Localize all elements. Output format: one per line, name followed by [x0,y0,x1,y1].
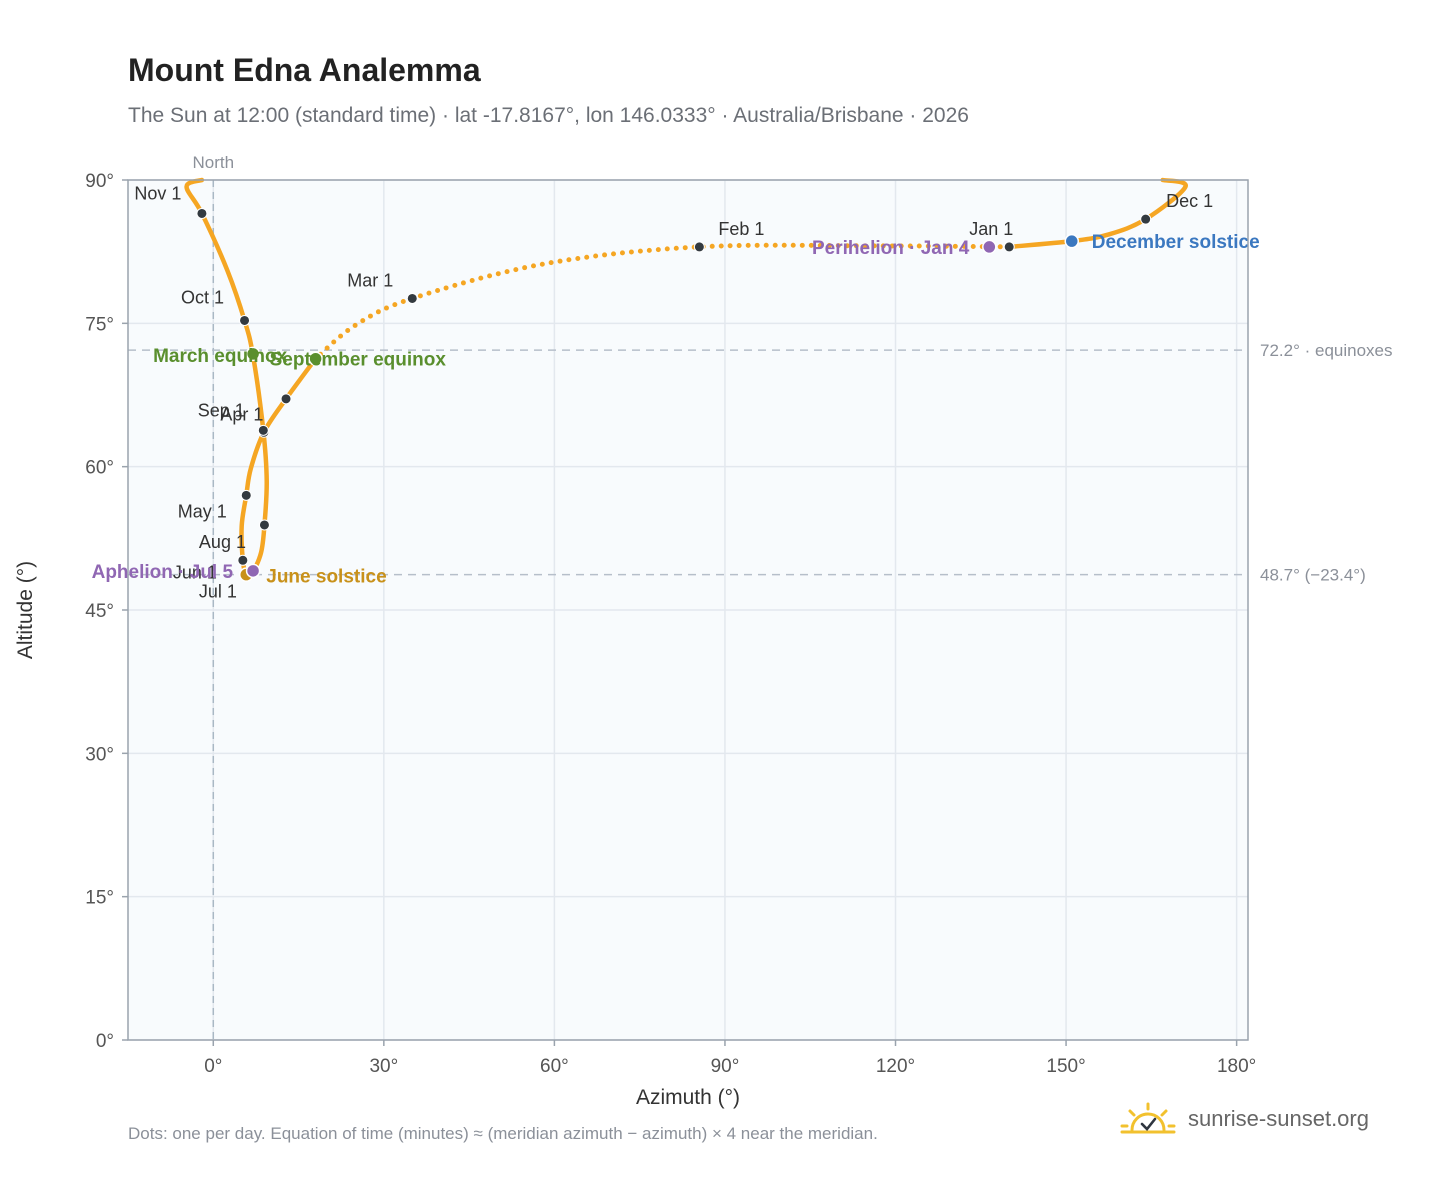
event-label: Perihelion · Jan 4 [812,238,970,259]
month-marker-label: Nov 1 [134,183,181,203]
month-marker-label: Jan 1 [969,219,1013,239]
x-tick-label: 0° [204,1056,222,1077]
x-tick-label: 90° [711,1056,740,1077]
event-label: December solstice [1092,232,1260,253]
axis-ticks: 0° 30° 60° 90° 120° 150° 180° 0° 15° 30° 45° 60° 75°… [85,171,1256,1077]
brand[interactable]: sunrise-sunset.org [1118,1102,1369,1136]
month-marker [406,292,418,304]
event-label: Aphelion · Jul 5 [92,562,234,583]
x-tick-label: 30° [369,1056,398,1077]
event-marker [982,239,997,255]
y-tick-label: 15° [85,888,114,909]
x-tick-label: 150° [1046,1056,1085,1077]
month-marker-label: May 1 [178,501,227,521]
month-marker [1003,241,1015,253]
y-tick-label: 45° [85,601,114,622]
month-marker [1140,213,1152,225]
month-marker [257,424,269,436]
month-marker [258,519,270,531]
event-label: March equinox [153,346,288,367]
y-tick-label: 75° [85,314,114,335]
month-marker [237,554,249,566]
month-marker-label: Oct 1 [181,287,224,307]
analemma-path-sparse [313,242,1012,362]
month-marker-label: Feb 1 [718,219,764,239]
page-subtitle: The Sun at 12:00 (standard time) · lat -… [128,104,969,127]
event-marker [1064,233,1080,249]
y-axis-label: Altitude (°) [14,561,37,659]
month-marker-label: Jun 1 [173,562,217,582]
month-marker-label: Jul 1 [199,582,237,602]
x-tick-label: 60° [540,1056,569,1077]
grid-lines [128,179,1248,1041]
month-marker [693,241,705,253]
month-marker [196,207,208,219]
x-axis-label: Azimuth (°) [636,1086,740,1109]
month-marker [240,489,252,501]
sun-logo-icon [1120,1102,1176,1134]
y-tick-label: 0° [96,1031,114,1052]
y-tick-label: 90° [85,171,114,192]
analemma-path-dense [184,177,318,579]
month-marker [239,314,251,326]
page-title: Mount Edna Analemma [128,52,481,88]
event-marker [245,563,261,579]
footnote: Dots: one per day. Equation of time (min… [128,1124,878,1143]
reference-line-label: 72.2° · equinoxes [1260,341,1393,360]
event-label: September equinox [270,350,447,371]
brand-name: sunrise-sunset.org [1188,1106,1369,1131]
x-tick-label: 120° [876,1056,915,1077]
month-marker-label: Apr 1 [220,404,263,424]
month-marker-label: Sep 1 [198,400,245,420]
y-tick-label: 60° [85,458,114,479]
reference-lines: North 72.2° · equinoxes 48.7° (−23.4°) [128,153,1393,1040]
north-label: North [192,153,234,172]
event-marker [245,346,261,362]
event-label: June solstice [266,567,386,588]
event-marker [308,351,323,366]
month-marker-label: Mar 1 [347,270,393,290]
y-tick-label: 30° [85,744,114,765]
reference-line-label: 48.7° (−23.4°) [1260,566,1366,585]
x-tick-label: 180° [1217,1056,1256,1077]
month-marker-label: Dec 1 [1166,191,1213,211]
day-marker [280,393,292,405]
month-marker-label: Aug 1 [199,532,246,552]
